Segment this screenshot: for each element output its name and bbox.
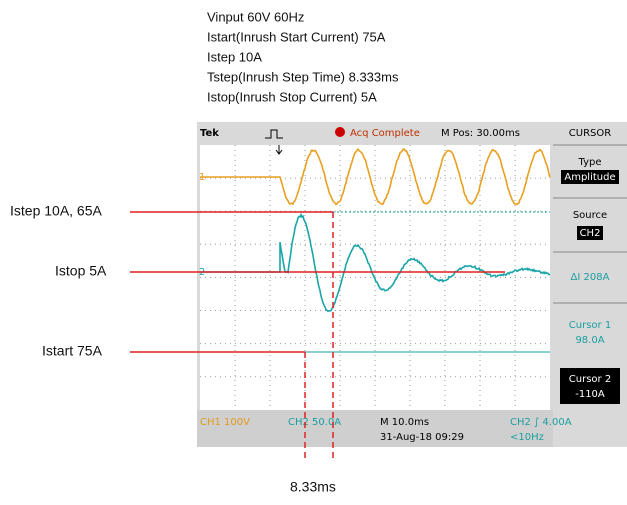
delta: ΔI 208A — [571, 272, 610, 283]
notes: Vinput 60V 60Hz Istart(Inrush Start Curr… — [207, 9, 399, 104]
menu-value: CH2 — [580, 228, 601, 239]
status-dot — [335, 127, 345, 137]
trigger: CH2 ∫ 4.00A — [510, 417, 572, 428]
position: M Pos: 30.00ms — [441, 128, 520, 139]
brand: Tek — [200, 128, 219, 139]
status: Acq Complete — [350, 128, 420, 139]
menu-value: 98.0A — [575, 335, 604, 346]
timebase: M 10.0ms — [380, 417, 429, 428]
annotation: Istart 75A — [42, 343, 103, 359]
note: Tstep(Inrush Step Time) 8.333ms — [207, 69, 399, 84]
note: Istart(Inrush Start Current) 75A — [207, 29, 386, 44]
note: Istop(Inrush Stop Current) 5A — [207, 89, 377, 104]
frequency: <10Hz — [510, 432, 544, 443]
menu-label: Source — [573, 210, 607, 221]
ch1-marker: 1 — [199, 172, 205, 183]
footer — [197, 410, 553, 447]
annotation: 8.33ms — [290, 479, 336, 495]
note: Vinput 60V 60Hz — [207, 9, 304, 24]
page: Vinput 60V 60Hz Istart(Inrush Start Curr… — [0, 0, 627, 500]
menu-label: Type — [578, 157, 602, 168]
menu-label: Cursor 2 — [569, 374, 611, 385]
menu-value: Amplitude — [564, 172, 615, 183]
menu-value: -110A — [575, 389, 605, 400]
menu-label: Cursor 1 — [569, 320, 611, 331]
note: Istep 10A — [207, 49, 262, 64]
ch1-scale: CH1 100V — [200, 417, 250, 428]
menu-title: CURSOR — [569, 128, 611, 139]
annotation: Istop 5A — [55, 263, 107, 279]
date: 31-Aug-18 09:29 — [380, 432, 464, 443]
annotation: Istep 10A, 65A — [10, 203, 103, 219]
